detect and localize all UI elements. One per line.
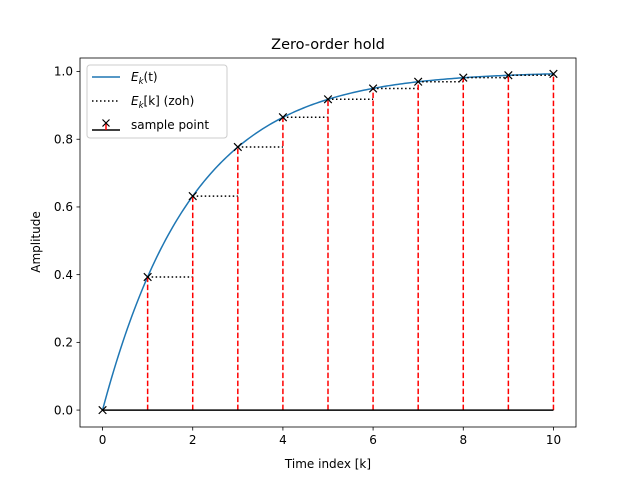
sample-marker-8 [459,73,468,82]
sample-marker-7 [413,77,423,86]
y-tick-label-5: 1.0 [54,65,73,79]
x-tick-label-2: 2 [189,433,197,447]
x-tick-label-10: 10 [546,433,561,447]
x-tick-label-6: 6 [369,433,377,447]
legend: Ek(t) Ek[k] (zoh) sample point [86,64,228,139]
y-tick-label-4: 0.8 [54,132,73,146]
y-tick-label-1: 0.2 [54,336,73,350]
x-axis-label: Time index [k] [284,457,371,471]
x-tick-label-8: 8 [459,433,467,447]
sample-marker-9 [504,71,513,80]
legend-box [86,64,228,139]
sample-marker-10 [549,69,558,79]
legend-label-1: Ek[k] (zoh) [131,94,194,111]
plot-area [98,69,558,415]
y-tick-label-0: 0.0 [54,403,73,417]
x-tick-label-4: 4 [279,433,287,447]
legend-swatch-marker [102,119,110,127]
sample-marker-1 [143,272,152,282]
legend-label-0: Ek(t) [131,70,158,87]
sample-marker-0 [98,405,107,415]
sample-marker-5 [323,95,333,104]
sample-marker-2 [188,191,197,201]
sample-marker-4 [278,113,288,122]
y-tick-label-2: 0.4 [54,268,73,282]
sample-marker-3 [233,142,243,152]
y-tick-label-3: 0.6 [54,200,73,214]
y-axis-label: Amplitude [29,211,43,273]
axes-frame [79,57,577,428]
x-tick-label-0: 0 [99,433,107,447]
axes: 0 2 4 6 8 10 0.0 0.2 0.4 0.6 0.8 1.0 [54,57,577,447]
chart-title: Zero-order hold [271,37,385,53]
sample-marker-6 [368,84,378,93]
legend-label-2: sample point [131,118,209,132]
